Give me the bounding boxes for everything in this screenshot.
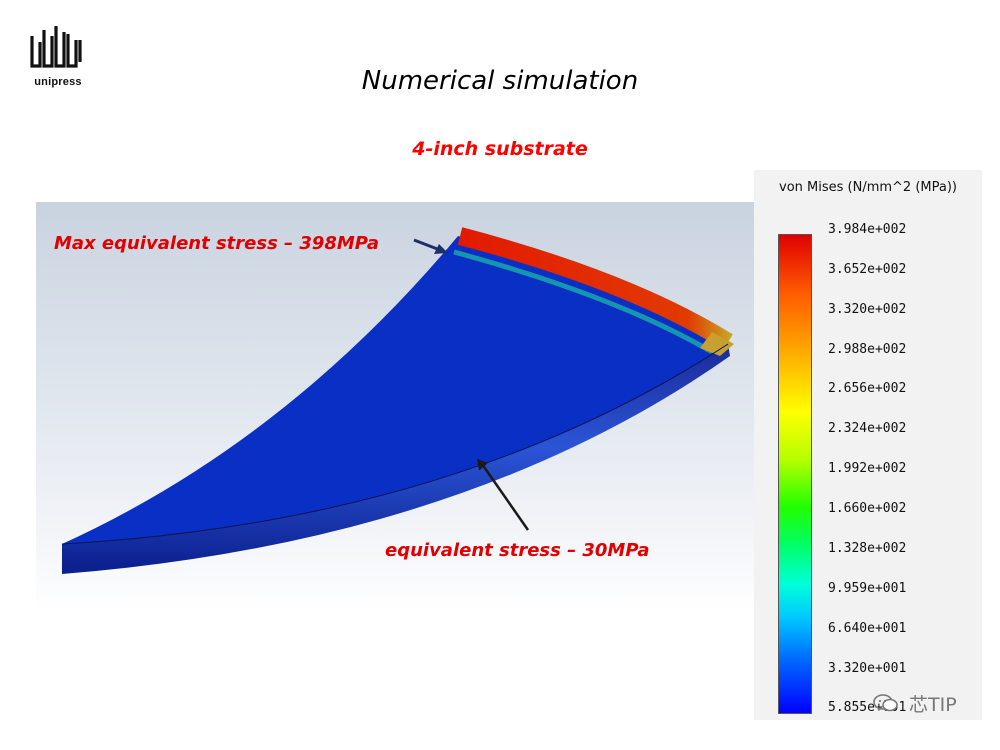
legend-tick: 3.984e+002 [828, 222, 907, 237]
legend-tick: 9.959e+001 [828, 581, 907, 596]
legend-tick: 2.324e+002 [828, 421, 907, 436]
legend-tick: 1.328e+002 [828, 541, 907, 556]
page-title: Numerical simulation [361, 66, 639, 96]
edge-stress-arrow [477, 458, 530, 531]
substrate-side-face [62, 344, 730, 574]
substrate-top-face [62, 236, 728, 544]
simulation-viewport [36, 202, 754, 612]
stress-model [61, 227, 734, 574]
legend-tick: 3.652e+002 [828, 262, 907, 277]
unipress-logo-mark [30, 26, 82, 68]
watermark: 芯TIP [873, 690, 957, 718]
legend-tick: 1.660e+002 [828, 501, 907, 516]
max-stress-arrow [413, 238, 448, 254]
legend-tick: 3.320e+001 [828, 661, 907, 676]
legend-tick: 2.988e+002 [828, 342, 907, 357]
legend-tick: 2.656e+002 [828, 381, 907, 396]
substrate-outline [61, 343, 729, 545]
max-stress-band [457, 227, 733, 350]
page-subtitle: 4-inch substrate [412, 138, 588, 160]
legend-title: von Mises (N/mm^2 (MPa)) [779, 180, 957, 195]
legend-colorbar [778, 234, 812, 714]
stress-transition-band [453, 249, 714, 355]
watermark-text: 芯TIP [909, 694, 957, 716]
unipress-logo: unipress [28, 22, 88, 90]
edge-stress-label: equivalent stress – 30MPa [385, 540, 650, 561]
legend-tick: 6.640e+001 [828, 621, 907, 636]
corner-stress-patch [700, 332, 734, 356]
logo-text: unipress [34, 76, 82, 88]
stress-legend: von Mises (N/mm^2 (MPa)) 3.984e+002 3.65… [754, 170, 982, 720]
wechat-icon [873, 693, 899, 718]
legend-tick: 1.992e+002 [828, 461, 907, 476]
max-stress-label: Max equivalent stress – 398MPa [54, 233, 379, 254]
legend-tick: 3.320e+002 [828, 302, 907, 317]
